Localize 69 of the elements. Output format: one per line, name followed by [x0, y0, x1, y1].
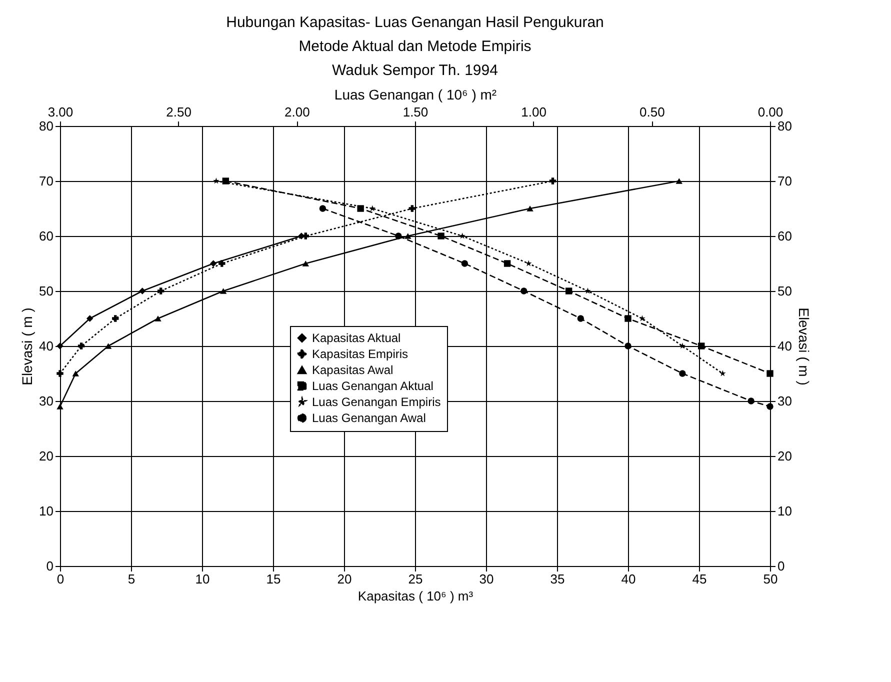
x2-tick-label: 2.50	[166, 104, 192, 120]
y-tick-label: 50	[39, 284, 54, 298]
text: Waduk Sempor Th. 1994	[332, 62, 498, 79]
x-tick-label: 10	[195, 572, 210, 586]
y-tick-label: 20	[39, 448, 54, 464]
y2-tick-label: 20	[778, 448, 792, 464]
point	[104, 343, 112, 349]
y-tick-label: 10	[39, 504, 54, 518]
x2-tick-label: 3.00	[48, 104, 74, 120]
text: Metode Aktual dan Metode Empiris	[298, 38, 532, 55]
point	[210, 260, 217, 267]
x-tick-label: 15	[266, 572, 281, 586]
x-tick-label: 40	[621, 572, 636, 586]
point	[112, 315, 119, 322]
point	[72, 370, 79, 376]
point	[220, 288, 227, 294]
y2-tick-label: 50	[778, 284, 792, 298]
y-axis-title: Elevasi ( m )	[19, 308, 36, 386]
legend-label: Kapasitas Awal	[312, 363, 394, 377]
legend-label: Kapasitas Empiris	[312, 347, 408, 361]
point	[218, 260, 226, 267]
x2-tick-label: 0.50	[640, 104, 665, 120]
y2-tick-label: 10	[778, 504, 792, 518]
point	[408, 205, 416, 212]
point	[302, 232, 310, 240]
x-tick-label: 45	[692, 572, 707, 586]
x2-tick-label: 2.00	[284, 104, 310, 120]
x-tick-label: 30	[479, 572, 494, 586]
y-tick-label: 40	[39, 338, 54, 354]
point	[676, 178, 682, 184]
x2-tick-label: 1.00	[521, 104, 546, 120]
y-tick-label: 80	[39, 118, 54, 134]
point	[56, 370, 64, 377]
legend-label: Luas Genangan Awal	[312, 411, 426, 425]
x-tick-label: 25	[408, 572, 423, 586]
text: Hubungan Kapasitas- Luas Genangan Hasil Pengukuran	[226, 14, 604, 31]
y2-axis-title: Elevasi ( m )	[796, 308, 812, 386]
y2-tick-label: 70	[778, 174, 792, 188]
point	[549, 178, 556, 184]
y2-tick-label: 30	[778, 394, 792, 408]
y-tick-label: 0	[46, 558, 54, 574]
point	[157, 288, 164, 294]
x2-axis-title: Luas Genangan ( 10⁶ ) m²	[334, 86, 497, 102]
y2-tick-label: 80	[778, 118, 792, 134]
legend-label: Kapasitas Aktual	[312, 331, 401, 345]
y2-tick-label: 0	[778, 558, 785, 574]
point	[302, 260, 310, 266]
y2-tick-label: 40	[778, 338, 792, 354]
point	[139, 288, 146, 294]
point	[86, 315, 94, 322]
x-tick-label: 5	[128, 572, 136, 586]
legend-label: Luas Genangan Empiris	[312, 395, 441, 409]
y2-tick-label: 60	[778, 228, 792, 244]
x2-tick-label: 1.50	[402, 104, 428, 120]
x2-tick-label: 0.00	[758, 104, 784, 120]
x-tick-label: 35	[550, 572, 565, 586]
y-tick-label: 60	[39, 228, 54, 244]
point	[56, 404, 64, 410]
point	[526, 206, 534, 212]
x-tick-label: 50	[763, 572, 778, 586]
x-tick-label: 0	[56, 572, 64, 586]
point	[154, 316, 162, 322]
point	[404, 233, 412, 239]
point	[78, 342, 85, 350]
x-tick-label: 20	[337, 572, 352, 586]
y-tick-label: 70	[39, 174, 54, 188]
x-axis-title: Kapasitas ( 10⁶ ) m³	[358, 588, 474, 604]
legend-label: Luas Genangan Aktual	[312, 379, 434, 393]
y-tick-label: 30	[39, 394, 54, 408]
